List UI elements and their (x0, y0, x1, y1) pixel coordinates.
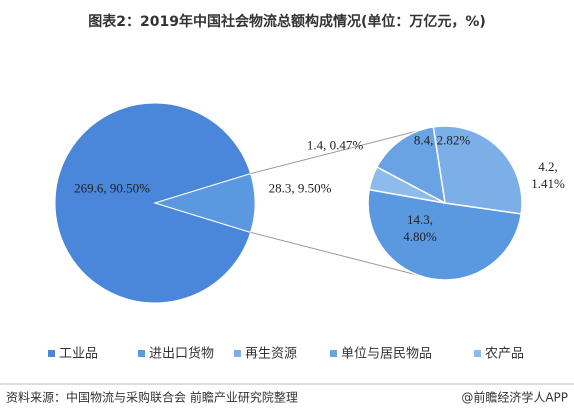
pie-slice (54, 102, 252, 304)
source: 资料来源：中国物流与采购联合会 前瞻产业研究院整理 (6, 390, 298, 405)
legend-label: 工业品 (59, 347, 98, 362)
sub-pie-slice (432, 125, 523, 215)
connector (250, 128, 426, 175)
legend-label: 农产品 (485, 347, 524, 362)
legend-swatch (234, 350, 241, 357)
credit: @前瞻经济学人APP (461, 390, 568, 405)
sub-pie-slice (367, 188, 523, 281)
data-label: 1.4, 0.47% (306, 137, 364, 153)
sub-pie-slice (368, 166, 446, 204)
chart-title: 图表2：2019年中国社会物流总额构成情况(单位：万亿元，%) (88, 13, 486, 30)
legend-swatch (474, 350, 481, 357)
legend-swatch (138, 350, 145, 357)
data-label: 8.4, 2.82% (413, 132, 471, 148)
legend-label: 单位与居民物品 (341, 347, 432, 362)
data-label: 269.6, 90.50% (74, 180, 150, 196)
legend-swatch (48, 350, 55, 357)
data-label: 28.3, 9.50% (268, 180, 332, 196)
legend-label: 再生资源 (245, 347, 297, 362)
legend-label: 进出口货物 (149, 346, 214, 362)
connector (250, 231, 426, 278)
data-label: 4.2, 1.41% (531, 159, 565, 191)
sub-pie-slice (375, 126, 446, 205)
legend-swatch (330, 350, 337, 357)
data-label: 14.3, 4.80% (403, 212, 437, 244)
